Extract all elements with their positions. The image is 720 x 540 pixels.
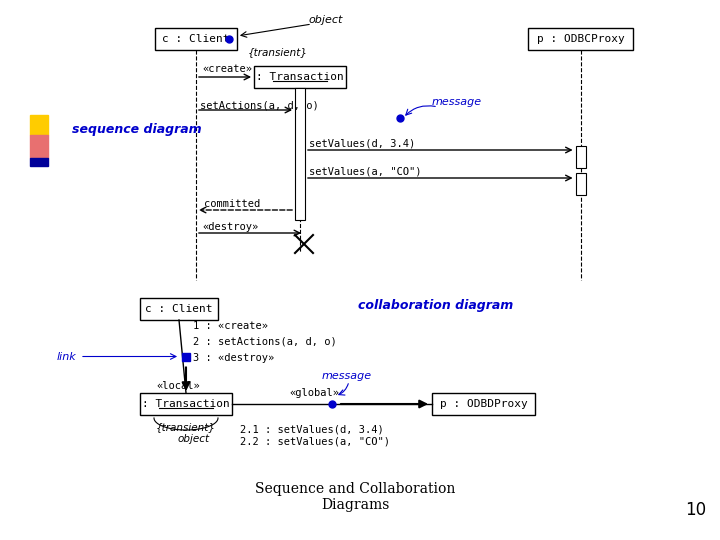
Bar [575, 146, 585, 168]
Text: p : ODBDProxy: p : ODBDProxy [440, 399, 527, 409]
Text: link: link [56, 352, 76, 361]
Bar [575, 173, 585, 195]
Text: «global»: «global» [289, 388, 339, 398]
Bar [528, 28, 633, 50]
Text: {transient}: {transient} [248, 47, 308, 57]
Bar [155, 28, 237, 50]
Text: object: object [308, 15, 343, 25]
Text: 1 : «create»: 1 : «create» [193, 321, 268, 331]
Text: object: object [178, 434, 210, 444]
Text: «destroy»: «destroy» [202, 222, 258, 232]
Text: sequence diagram: sequence diagram [72, 124, 202, 137]
Text: p : ODBCProxy: p : ODBCProxy [536, 34, 624, 44]
Bar [30, 158, 48, 166]
Text: message: message [322, 371, 372, 381]
Bar [432, 393, 535, 415]
Text: Sequence and Collaboration
Diagrams: Sequence and Collaboration Diagrams [255, 482, 455, 512]
Text: 2 : setActions(a, d, o): 2 : setActions(a, d, o) [193, 337, 337, 347]
Text: c : Client: c : Client [145, 304, 212, 314]
Text: 2.2 : setValues(a, "CO"): 2.2 : setValues(a, "CO") [240, 437, 390, 447]
Text: 10: 10 [685, 501, 706, 519]
Text: setValues(d, 3.4): setValues(d, 3.4) [309, 139, 415, 149]
Text: collaboration diagram: collaboration diagram [358, 300, 513, 313]
Bar [140, 393, 232, 415]
Text: setValues(a, "CO"): setValues(a, "CO") [309, 167, 421, 177]
Bar [295, 88, 305, 220]
Text: «local»: «local» [156, 381, 200, 391]
Bar [30, 115, 48, 135]
Text: setActions(a, d, o): setActions(a, d, o) [200, 100, 319, 110]
Text: 3 : «destroy»: 3 : «destroy» [193, 353, 274, 363]
Text: {transient}: {transient} [156, 422, 216, 432]
Text: 2.1 : setValues(d, 3.4): 2.1 : setValues(d, 3.4) [240, 424, 384, 434]
Bar [140, 298, 218, 320]
Text: committed: committed [204, 199, 260, 209]
Text: message: message [432, 97, 482, 107]
Text: c : Client: c : Client [162, 34, 230, 44]
Polygon shape [30, 135, 48, 158]
Text: : Transaction: : Transaction [256, 72, 344, 82]
Text: : Transaction: : Transaction [142, 399, 230, 409]
Text: «create»: «create» [202, 64, 252, 74]
Bar [254, 66, 346, 88]
